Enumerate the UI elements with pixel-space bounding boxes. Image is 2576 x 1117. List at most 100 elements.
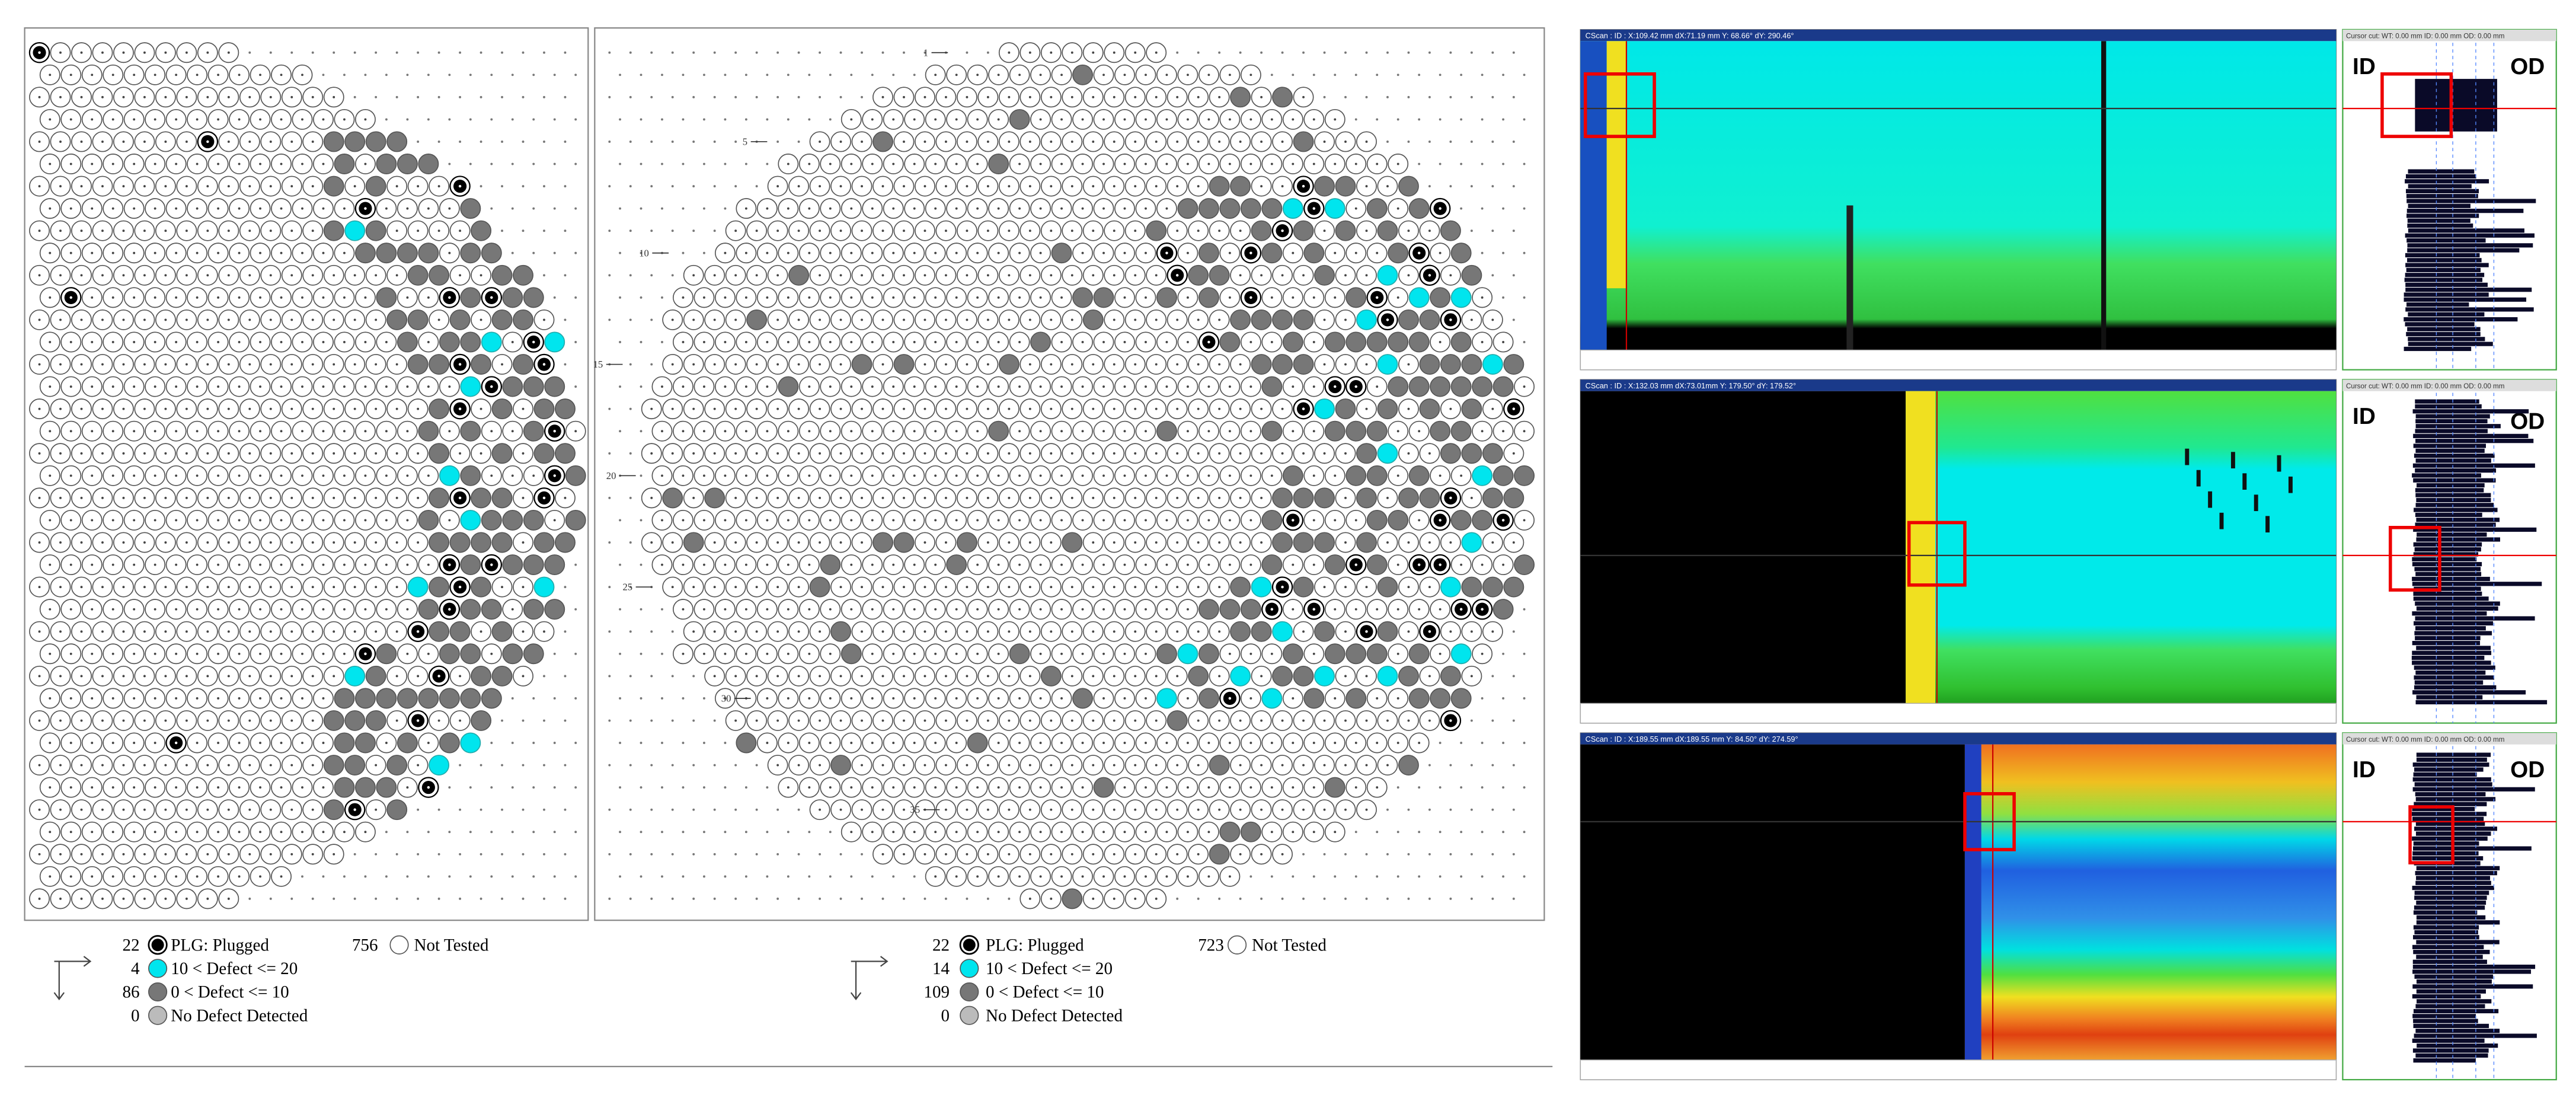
tube-dot (69, 875, 72, 878)
tube-dot (1060, 118, 1063, 121)
tube-dot (69, 118, 72, 121)
panel-header-text: CScan : ID : X:189.55 mm dX:189.55 mm Y:… (1586, 735, 1798, 743)
tube (946, 554, 967, 575)
tube-map (28, 42, 586, 909)
tube-dot (227, 853, 230, 856)
tube (1082, 309, 1104, 330)
legend-label: Not Tested (414, 936, 488, 955)
tube-dot (1186, 296, 1189, 299)
tube-dot (1050, 541, 1053, 544)
tube-dot (111, 831, 114, 834)
roi-box (1583, 72, 1656, 138)
tube-dot (713, 675, 716, 678)
empty-dot (703, 74, 705, 76)
tube-dot (143, 185, 146, 188)
tube-dot (238, 697, 241, 700)
tube-dot (1376, 296, 1379, 299)
empty-dot (417, 853, 420, 856)
empty-dot (1470, 853, 1473, 856)
tube-dot (101, 586, 104, 589)
tube (1419, 487, 1440, 509)
tube-dot (133, 251, 136, 254)
tube-dot (682, 474, 685, 477)
tube-dot (1113, 719, 1116, 722)
tube (481, 242, 502, 264)
tube-dot (1123, 519, 1126, 522)
empty-dot (469, 118, 472, 121)
tube (1440, 443, 1461, 464)
tube-dot (164, 853, 167, 856)
empty-dot (553, 162, 556, 165)
tube-dot (1376, 742, 1379, 744)
tube-dot (787, 296, 790, 299)
tube-dot (966, 496, 969, 499)
tube-dot (1018, 563, 1021, 566)
tube-dot (976, 251, 979, 254)
tube-dot (881, 496, 884, 499)
tube-dot (1228, 786, 1231, 789)
scan-spot (2196, 470, 2201, 487)
empty-dot (871, 875, 874, 878)
tube (365, 131, 386, 152)
tube-dot (1060, 430, 1063, 433)
tube-dot (776, 719, 779, 722)
empty-dot (650, 764, 653, 767)
tube-dot (1050, 853, 1053, 856)
tube-dot (311, 185, 314, 188)
tube-dot (1092, 452, 1095, 455)
tube-dot (1176, 141, 1179, 143)
tube (1177, 643, 1198, 665)
empty-dot (608, 719, 611, 722)
tube (1209, 175, 1230, 197)
tube-dot (154, 563, 156, 566)
empty-dot (776, 95, 779, 98)
tube-dot (290, 586, 293, 589)
tube-dot (829, 786, 832, 789)
empty-dot (469, 74, 472, 76)
tube-dot (206, 808, 209, 811)
tube-dot (1481, 608, 1484, 611)
tube-dot (1292, 251, 1295, 254)
tube (1219, 821, 1241, 842)
tube-dot (101, 897, 104, 900)
tube (1335, 220, 1356, 241)
tube-dot (395, 541, 398, 544)
tube-dot (143, 675, 146, 678)
tube-dot (861, 719, 863, 722)
scan-spot (2185, 448, 2190, 465)
empty-dot (629, 95, 632, 98)
empty-dot (1418, 162, 1421, 165)
tube-dot (829, 296, 832, 299)
tube-dot (787, 474, 790, 477)
tube-dot (955, 162, 958, 165)
tube (1293, 576, 1314, 598)
profile-bar (2413, 443, 2486, 448)
tube-dot (1292, 118, 1295, 121)
tube-dot (259, 162, 261, 165)
tube-dot (206, 51, 209, 54)
tube-dot (1092, 363, 1095, 366)
tube-dot (248, 274, 251, 277)
empty-dot (1428, 764, 1431, 767)
tube-dot (375, 274, 378, 277)
side-header-text: Cursor cut: WT: 0.00 mm ID: 0.00 mm OD: … (2346, 33, 2504, 40)
empty-dot (619, 831, 621, 834)
tube-dot (766, 519, 769, 522)
tube-dot (1396, 563, 1399, 566)
tube-dot (143, 274, 146, 277)
tube (1303, 242, 1325, 264)
tube-dot (955, 742, 958, 744)
empty-dot (1481, 162, 1484, 165)
tube-dot (1028, 452, 1031, 455)
tube-dot (1323, 808, 1326, 811)
tube-dot (1218, 541, 1221, 544)
tube-dot (986, 630, 989, 633)
empty-dot (490, 118, 493, 121)
tube-dot (1365, 141, 1368, 143)
tube-dot (976, 831, 979, 834)
tube-dot (154, 742, 156, 744)
tube-dot (364, 341, 367, 343)
legend-symbol (960, 959, 979, 978)
tube-dot (913, 519, 916, 522)
tube-dot (861, 318, 863, 321)
